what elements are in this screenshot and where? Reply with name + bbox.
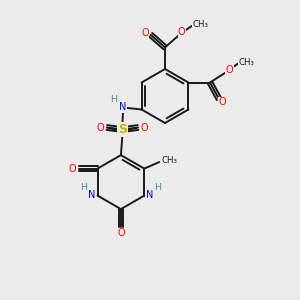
Text: O: O [178, 27, 186, 37]
Text: O: O [226, 64, 233, 75]
Text: H: H [110, 95, 118, 104]
Text: O: O [141, 122, 148, 133]
Text: CH₃: CH₃ [238, 58, 254, 67]
Text: CH₃: CH₃ [161, 156, 177, 165]
Text: O: O [141, 28, 149, 38]
Text: N: N [119, 102, 127, 112]
Text: N: N [88, 190, 96, 200]
Text: H: H [80, 183, 88, 192]
Text: H: H [154, 183, 161, 192]
Text: O: O [218, 97, 226, 107]
Text: S: S [118, 123, 127, 136]
Text: N: N [146, 190, 153, 200]
Text: CH₃: CH₃ [192, 20, 208, 29]
Text: O: O [96, 122, 104, 133]
Text: O: O [117, 228, 125, 238]
Text: O: O [68, 164, 76, 174]
